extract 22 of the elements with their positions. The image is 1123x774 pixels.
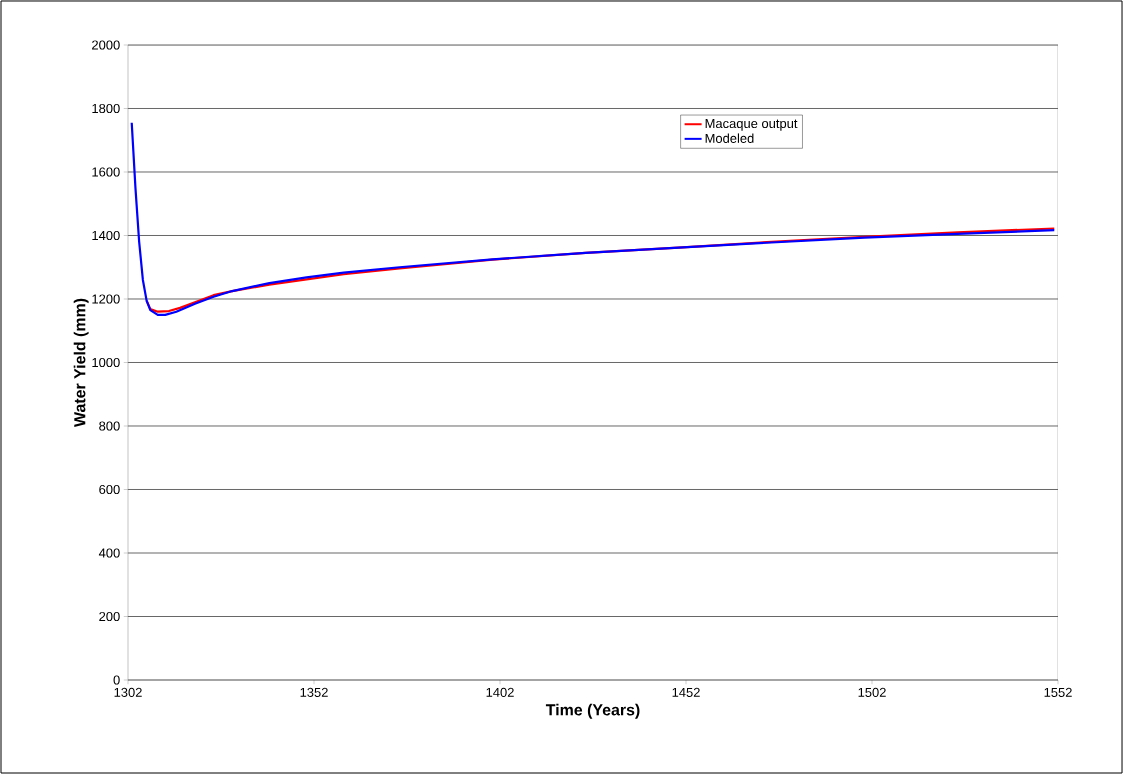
y-tick-label: 2000 [92, 40, 120, 50]
y-tick-label: 1600 [92, 167, 120, 177]
y-tick-label: 800 [99, 421, 120, 431]
legend-label: Modeled [705, 133, 754, 143]
y-tick-label: 200 [99, 611, 120, 622]
x-tick-label: 1502 [858, 687, 886, 697]
x-tick-label: 1352 [300, 687, 328, 697]
x-tick-label: 1402 [486, 687, 514, 697]
y-tick-label: 600 [99, 484, 120, 495]
y-tick-label: 1200 [92, 294, 120, 304]
y-tick-label: 1400 [92, 230, 120, 241]
y-tick-label: 1800 [92, 103, 120, 114]
y-axis-title: Water Yield (mm) [73, 298, 89, 427]
y-tick-label: 0 [113, 675, 120, 685]
x-tick-label: 1302 [114, 687, 142, 697]
x-tick-label: 1452 [672, 687, 700, 697]
line-series [130, 121, 1056, 316]
legend-label: Macaque output [705, 119, 798, 131]
y-tick-label: 400 [98, 548, 120, 558]
y-tick-label: 1000 [92, 357, 120, 368]
x-tick-label: 1552 [1044, 687, 1072, 697]
x-axis-title: Time (Years) [545, 703, 640, 719]
